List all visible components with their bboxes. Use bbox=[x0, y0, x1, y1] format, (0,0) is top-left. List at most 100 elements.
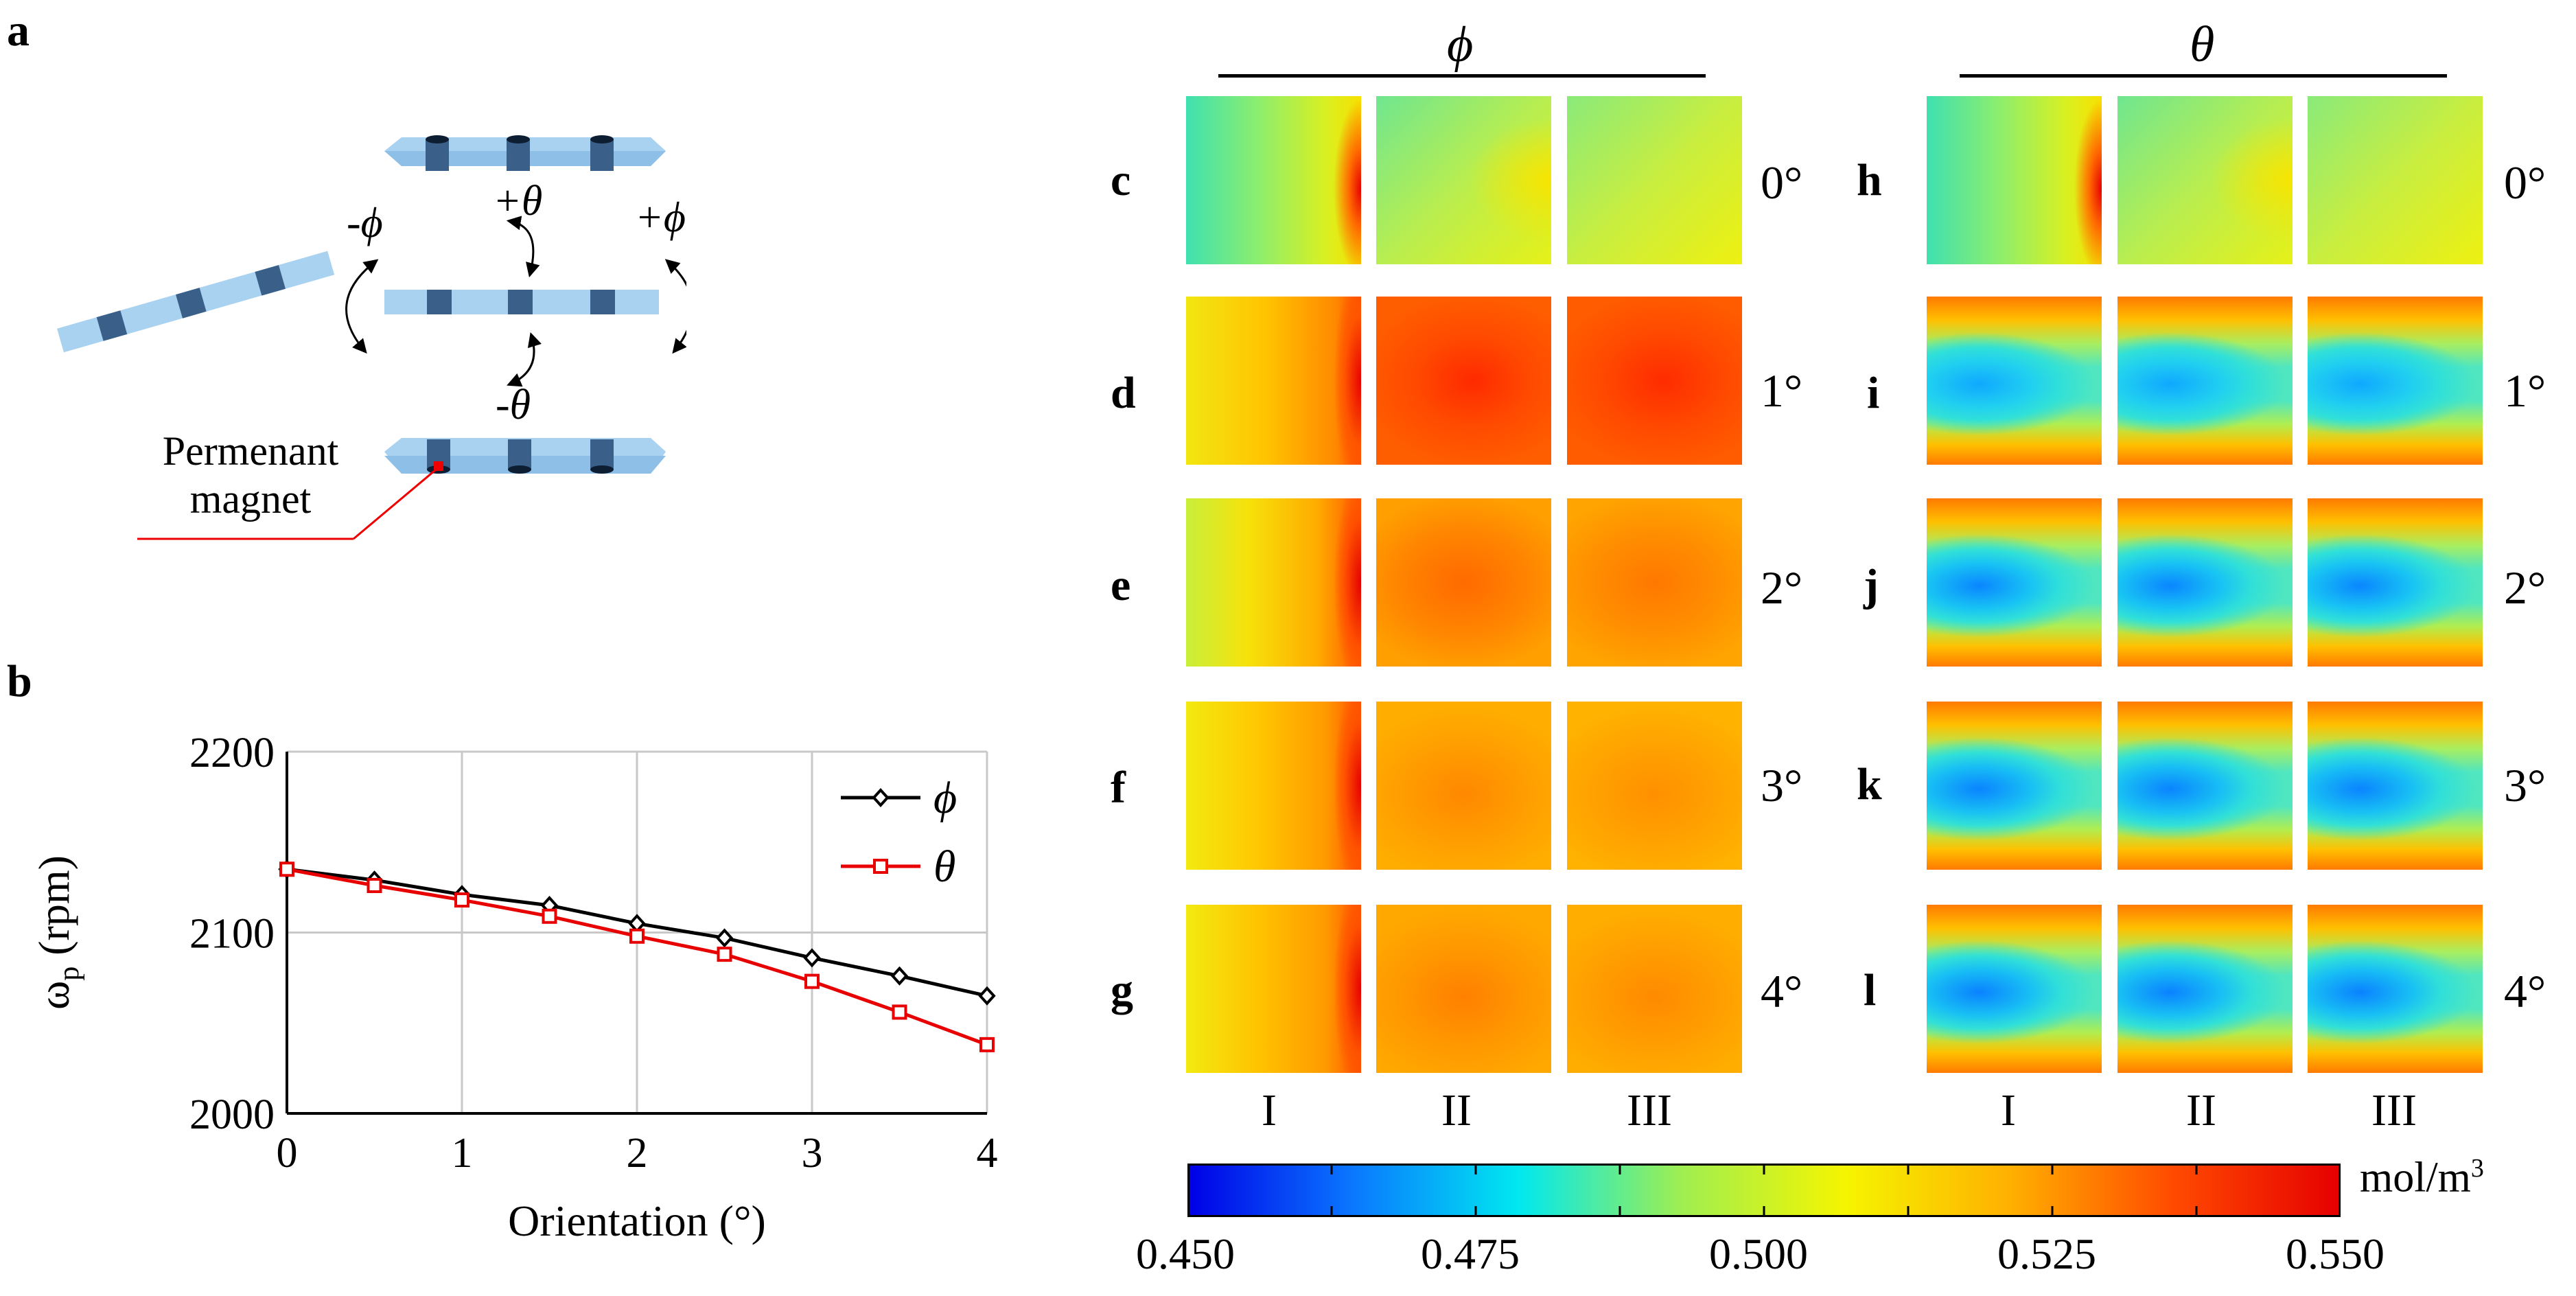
theta-tile-row1-col-I bbox=[1927, 297, 2102, 465]
phi-tile-row2-col-II bbox=[1376, 498, 1551, 667]
phi-tile-row3-col-II bbox=[1376, 702, 1551, 870]
label-plus-theta: +θ bbox=[493, 178, 543, 224]
theta-tile-row4-col-I bbox=[1927, 905, 2102, 1073]
colorbar-tick-label-3: 0.525 bbox=[1997, 1229, 2096, 1278]
arrow-plus-phi bbox=[664, 259, 686, 354]
bar-top bbox=[384, 135, 666, 171]
phi-col-label-II: II bbox=[1441, 1085, 1472, 1135]
phi-tile-row0-col-I bbox=[1186, 96, 1361, 264]
phi-row-label-2: 2° bbox=[1761, 562, 1803, 614]
phi-row-label-3: 3° bbox=[1761, 759, 1803, 811]
panel-label-b: b bbox=[7, 656, 32, 706]
theta-tile-row2-col-I bbox=[1927, 498, 2102, 667]
theta-tile-row1-col-III bbox=[2308, 297, 2483, 465]
data-point-phi bbox=[890, 966, 909, 986]
x-tick-label: 1 bbox=[452, 1130, 473, 1177]
bar-middle bbox=[384, 290, 659, 314]
y-tick-label: 2100 bbox=[189, 911, 275, 958]
phi-tile-row3-col-I bbox=[1186, 702, 1361, 870]
line-chart: 0 1 2 3 4 2000 2100 2200 Orientation (°) ωp (rpm)… bbox=[30, 730, 998, 1245]
rotation-diagram bbox=[57, 135, 686, 540]
data-point-theta bbox=[717, 947, 732, 962]
theta-row-label-3: 3° bbox=[2504, 759, 2546, 811]
legend-label-0: ϕ bbox=[933, 773, 957, 823]
data-point-theta bbox=[979, 1037, 995, 1052]
theta-group-line bbox=[1960, 74, 2447, 78]
phi-tile-row1-col-III bbox=[1567, 297, 1742, 465]
label-plus-phi: +ϕ bbox=[635, 194, 686, 241]
y-axis-label: ωp (rpm) bbox=[30, 855, 85, 1010]
theta-row-label-1: 1° bbox=[2504, 364, 2546, 417]
theta-col-label-II: II bbox=[2186, 1085, 2216, 1135]
phi-tile-row1-col-II bbox=[1376, 297, 1551, 465]
phi-tile-row0-col-III bbox=[1567, 96, 1742, 264]
phi-tile-row0-col-II bbox=[1376, 96, 1551, 264]
theta-tile-row4-col-II bbox=[2117, 905, 2293, 1073]
phi-row-label-0: 0° bbox=[1761, 157, 1803, 209]
theta-col-label-III: III bbox=[2371, 1085, 2417, 1135]
y-tick-label: 2200 bbox=[189, 730, 275, 776]
legend-marker-0 bbox=[872, 788, 890, 807]
phi-tile-row1-col-I bbox=[1186, 297, 1361, 465]
phi-col-label-I: I bbox=[1262, 1085, 1277, 1135]
bar-left-tilted bbox=[57, 251, 335, 353]
bar-bottom bbox=[384, 438, 666, 474]
magnet-label-line2: magnet bbox=[189, 476, 312, 522]
data-point-phi bbox=[715, 928, 734, 948]
theta-tile-row2-col-III bbox=[2308, 498, 2483, 667]
theta-tile-row3-col-I bbox=[1927, 702, 2102, 870]
magnet-label: Permenant magnet bbox=[134, 427, 367, 523]
theta-row-label-2: 2° bbox=[2504, 562, 2546, 614]
panel-label-h: h bbox=[1857, 155, 1882, 205]
x-tick-label: 2 bbox=[627, 1130, 648, 1177]
theta-tile-row4-col-III bbox=[2308, 905, 2483, 1073]
x-axis-label: Orientation (°) bbox=[508, 1196, 766, 1245]
phi-tile-row4-col-III bbox=[1567, 905, 1742, 1073]
theta-tile-row1-col-II bbox=[2117, 297, 2293, 465]
label-minus-theta: -θ bbox=[496, 382, 531, 428]
x-tick-label: 4 bbox=[977, 1130, 998, 1177]
theta-tile-row0-col-II bbox=[2117, 96, 2293, 264]
data-point-theta bbox=[804, 973, 820, 989]
phi-tile-row4-col-I bbox=[1186, 905, 1361, 1073]
phi-tile-row2-col-I bbox=[1186, 498, 1361, 667]
data-point-theta bbox=[367, 877, 382, 893]
colorbar-unit-main: mol/m bbox=[2360, 1154, 2471, 1201]
colorbar-ticks bbox=[1330, 1164, 2198, 1217]
colorbar-unit-sup: 3 bbox=[2470, 1154, 2484, 1183]
arrow-minus-phi bbox=[345, 259, 379, 354]
panel-label-a: a bbox=[7, 5, 30, 56]
phi-tile-row3-col-III bbox=[1567, 702, 1742, 870]
data-point-theta bbox=[892, 1004, 907, 1020]
panel-label-i: i bbox=[1867, 368, 1880, 418]
theta-tile-row3-col-II bbox=[2117, 702, 2293, 870]
arrow-plus-theta bbox=[506, 216, 540, 278]
magnet-pointer-diagonal bbox=[353, 465, 440, 540]
phi-row-label-4: 4° bbox=[1761, 965, 1803, 1017]
colorbar-tick-label-4: 0.550 bbox=[2286, 1229, 2384, 1278]
colorbar-tick-label-0: 0.450 bbox=[1136, 1229, 1235, 1278]
theta-tile-row2-col-II bbox=[2117, 498, 2293, 667]
data-point-phi bbox=[803, 948, 821, 968]
panel-label-d: d bbox=[1111, 368, 1136, 418]
legend-label-1: θ bbox=[933, 842, 955, 892]
colorbar-tick-label-2: 0.500 bbox=[1709, 1229, 1808, 1278]
x-tick-label: 3 bbox=[802, 1130, 823, 1177]
panel-label-l: l bbox=[1864, 965, 1877, 1015]
phi-row-label-1: 1° bbox=[1761, 364, 1803, 417]
magnet-label-line1: Permenant bbox=[162, 428, 339, 474]
panel-label-k: k bbox=[1857, 759, 1882, 809]
panel-label-f: f bbox=[1111, 763, 1126, 813]
theta-row-label-0: 0° bbox=[2504, 157, 2546, 209]
x-tick-label: 0 bbox=[277, 1130, 298, 1177]
theta-group-title: θ bbox=[2190, 16, 2215, 73]
panel-label-g: g bbox=[1111, 965, 1133, 1015]
legend-marker-1 bbox=[873, 859, 888, 874]
phi-group-title: ϕ bbox=[1447, 16, 1474, 73]
theta-tile-row0-col-III bbox=[2308, 96, 2483, 264]
colorbar-unit: mol/m3 bbox=[2360, 1153, 2484, 1203]
data-point-theta bbox=[279, 861, 294, 877]
data-point-phi bbox=[978, 986, 996, 1006]
theta-tile-row0-col-I bbox=[1927, 96, 2102, 264]
panel-label-e: e bbox=[1111, 560, 1131, 610]
